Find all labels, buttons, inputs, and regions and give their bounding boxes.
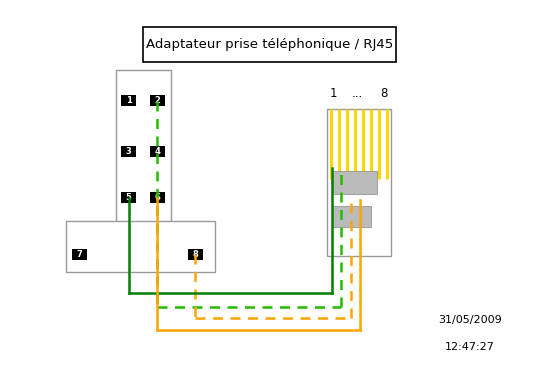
Text: 8: 8 xyxy=(381,87,388,100)
Text: 4: 4 xyxy=(155,147,160,156)
Text: 8: 8 xyxy=(192,249,198,259)
Bar xyxy=(150,146,165,157)
Bar xyxy=(332,206,371,227)
Text: Adaptateur prise téléphonique / RJ45: Adaptateur prise téléphonique / RJ45 xyxy=(146,38,393,51)
Bar xyxy=(150,95,165,106)
Bar xyxy=(150,192,165,203)
Bar xyxy=(121,146,136,157)
Text: ...: ... xyxy=(352,87,363,100)
Bar xyxy=(116,70,170,225)
Text: 3: 3 xyxy=(126,147,131,156)
Bar xyxy=(121,192,136,203)
Text: 12:47:27: 12:47:27 xyxy=(446,342,495,352)
Text: 5: 5 xyxy=(126,193,131,203)
Text: 7: 7 xyxy=(77,249,82,259)
Text: 1: 1 xyxy=(126,96,131,106)
Text: 6: 6 xyxy=(155,193,160,203)
Bar xyxy=(332,171,377,194)
Bar xyxy=(72,249,87,260)
Bar xyxy=(66,221,214,272)
Text: 1: 1 xyxy=(330,87,338,100)
Text: 31/05/2009: 31/05/2009 xyxy=(438,315,502,325)
Bar xyxy=(188,249,203,260)
Bar xyxy=(121,95,136,106)
Text: 2: 2 xyxy=(155,96,160,106)
Bar xyxy=(327,109,390,256)
Bar xyxy=(143,27,396,62)
